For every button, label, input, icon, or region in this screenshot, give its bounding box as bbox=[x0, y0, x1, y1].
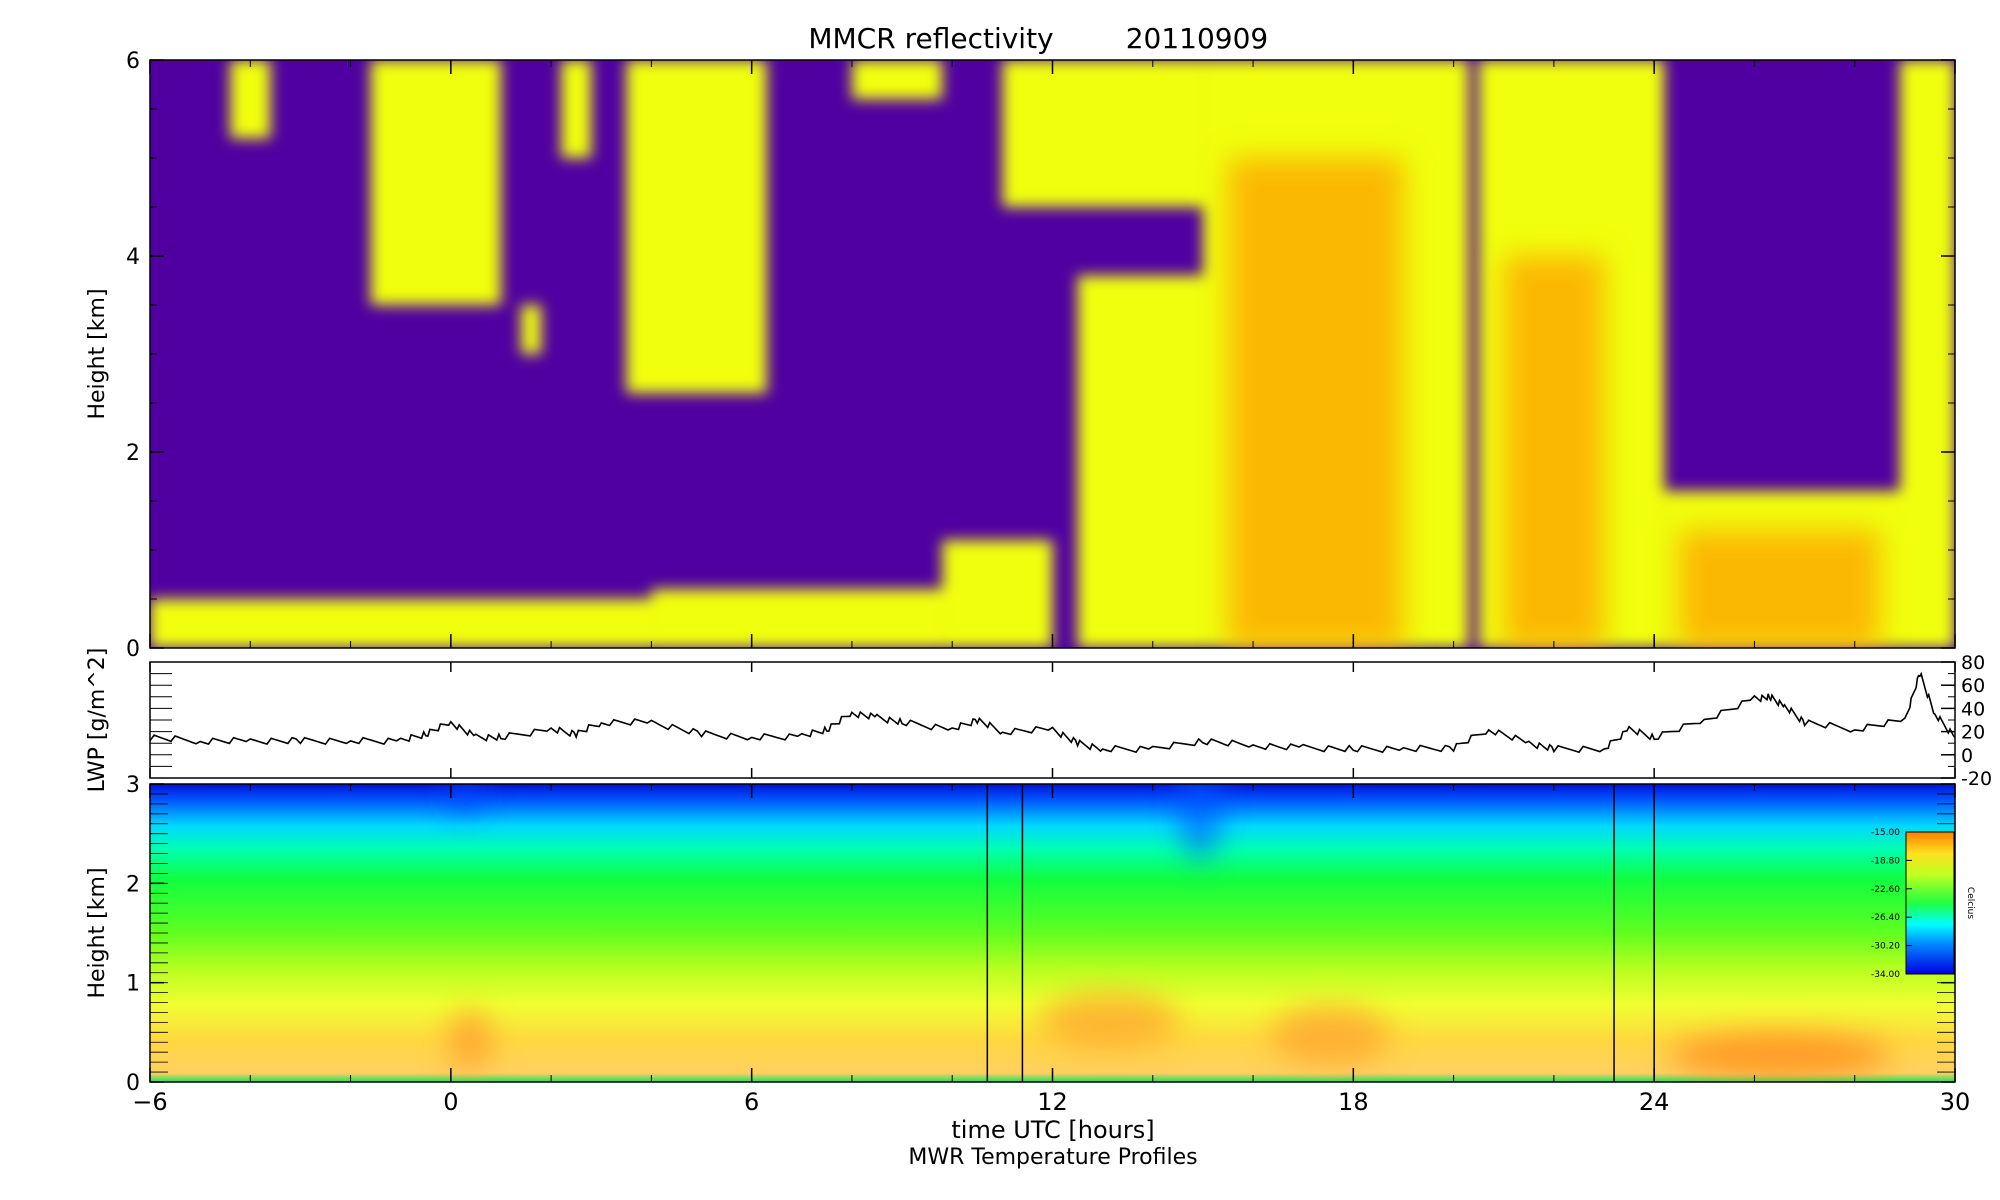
lwp-ytick-label: 0 bbox=[1961, 745, 1973, 767]
lwp-ytick-label: 40 bbox=[1961, 698, 1985, 720]
reflectivity-ytick-label: 2 bbox=[126, 441, 140, 466]
temperature-ytick-label: 2 bbox=[126, 872, 140, 897]
cloud-region-6 bbox=[851, 60, 943, 100]
cloud-region-14 bbox=[1899, 60, 1955, 648]
lwp-ytick-label: -20 bbox=[1961, 768, 1992, 790]
temperature-panel: 0 1 2 3 Height [km] -15.00 -18.80 -22.60 -26.4… bbox=[85, 773, 1975, 1096]
warm-spot bbox=[448, 1010, 492, 1070]
bottom-caption: MWR Temperature Profiles bbox=[908, 1145, 1197, 1170]
reflectivity-ticks: 0 2 4 6 bbox=[126, 49, 1955, 662]
x-tick-label: −6 bbox=[132, 1088, 167, 1116]
lwp-series-line bbox=[149, 671, 1956, 754]
warm-spot bbox=[1040, 992, 1180, 1048]
colorbar-tick-label: -30.20 bbox=[1871, 942, 1900, 952]
temperature-ylabel: Height [km] bbox=[85, 867, 110, 998]
colorbar-tick-label: -18.80 bbox=[1871, 856, 1900, 866]
colorbar-tick-label: -34.00 bbox=[1871, 970, 1900, 980]
cold-dip bbox=[445, 784, 485, 815]
cloud-region-10 bbox=[1077, 275, 1203, 648]
lwp-ytick-label: 80 bbox=[1961, 652, 1985, 674]
cloud-core-2 bbox=[1679, 530, 1880, 648]
colorbar-tick-label: -15.00 bbox=[1871, 828, 1900, 838]
temperature-ytick-label: 3 bbox=[126, 773, 140, 798]
cloud-region-3 bbox=[521, 305, 542, 354]
reflectivity-panel: 0 2 4 6 Height [km] bbox=[85, 49, 1956, 662]
warm-spot bbox=[1670, 1033, 1890, 1077]
cold-dip bbox=[1178, 784, 1222, 860]
cloud-core-0 bbox=[1227, 158, 1404, 648]
x-tick-label: 0 bbox=[443, 1088, 458, 1116]
colorbar-ticks: -15.00 -18.80 -22.60 -26.40 -30.20 -34.00 bbox=[1871, 828, 1912, 980]
x-axis-ticks: −6 0 6 12 18 24 30 bbox=[132, 60, 1970, 1116]
reflectivity-ytick-label: 0 bbox=[126, 637, 140, 662]
cloud-region-0 bbox=[150, 599, 652, 648]
x-axis-label: time UTC [hours] bbox=[951, 1116, 1154, 1144]
cloud-region-7 bbox=[651, 589, 943, 648]
colorbar-label: Celcius bbox=[1965, 887, 1975, 919]
lwp-ytick-label: 60 bbox=[1961, 675, 1985, 697]
top-panel-date: 20110909 bbox=[1126, 22, 1269, 55]
x-tick-label: 18 bbox=[1338, 1088, 1369, 1116]
cloud-core-layer bbox=[1227, 158, 1880, 648]
reflectivity-ytick-label: 4 bbox=[126, 245, 140, 270]
colorbar-gradient bbox=[1905, 831, 1955, 975]
colorbar: -15.00 -18.80 -22.60 -26.40 -30.20 -34.00 Cel… bbox=[1871, 828, 1975, 980]
reflectivity-ylabel: Height [km] bbox=[85, 288, 110, 419]
lwp-frame bbox=[149, 661, 1956, 779]
temperature-field bbox=[150, 784, 1955, 1082]
lwp-ylabel: LWP [g/m^2] bbox=[85, 648, 110, 793]
cloud-region-1 bbox=[230, 60, 271, 139]
cloud-region-2 bbox=[370, 60, 501, 305]
data-gap-layer bbox=[986, 784, 1655, 1082]
cloud-region-9 bbox=[1002, 60, 1203, 207]
x-tick-label: 12 bbox=[1037, 1088, 1068, 1116]
colorbar-tick-label: -22.60 bbox=[1871, 885, 1900, 895]
x-tick-label: 30 bbox=[1940, 1088, 1971, 1116]
cloud-core-1 bbox=[1503, 256, 1605, 648]
temperature-ytick-label: 1 bbox=[126, 972, 140, 997]
temperature-ytick-label: 0 bbox=[126, 1071, 140, 1096]
cloud-region-8 bbox=[942, 540, 1053, 648]
colorbar-tick-label: -26.40 bbox=[1871, 913, 1900, 923]
top-panel-title: MMCR reflectivity bbox=[808, 22, 1053, 55]
temperature-ticks: 0 1 2 3 bbox=[126, 773, 1955, 1096]
lwp-ytick-label: 20 bbox=[1961, 722, 1985, 744]
temperature-warm-spots bbox=[445, 784, 1890, 1077]
cloud-region-5 bbox=[626, 60, 767, 394]
cloud-region-4 bbox=[561, 60, 592, 158]
reflectivity-ytick-label: 6 bbox=[126, 49, 140, 74]
warm-spot bbox=[1270, 1005, 1390, 1065]
x-tick-label: 24 bbox=[1639, 1088, 1670, 1116]
x-tick-label: 6 bbox=[744, 1088, 759, 1116]
